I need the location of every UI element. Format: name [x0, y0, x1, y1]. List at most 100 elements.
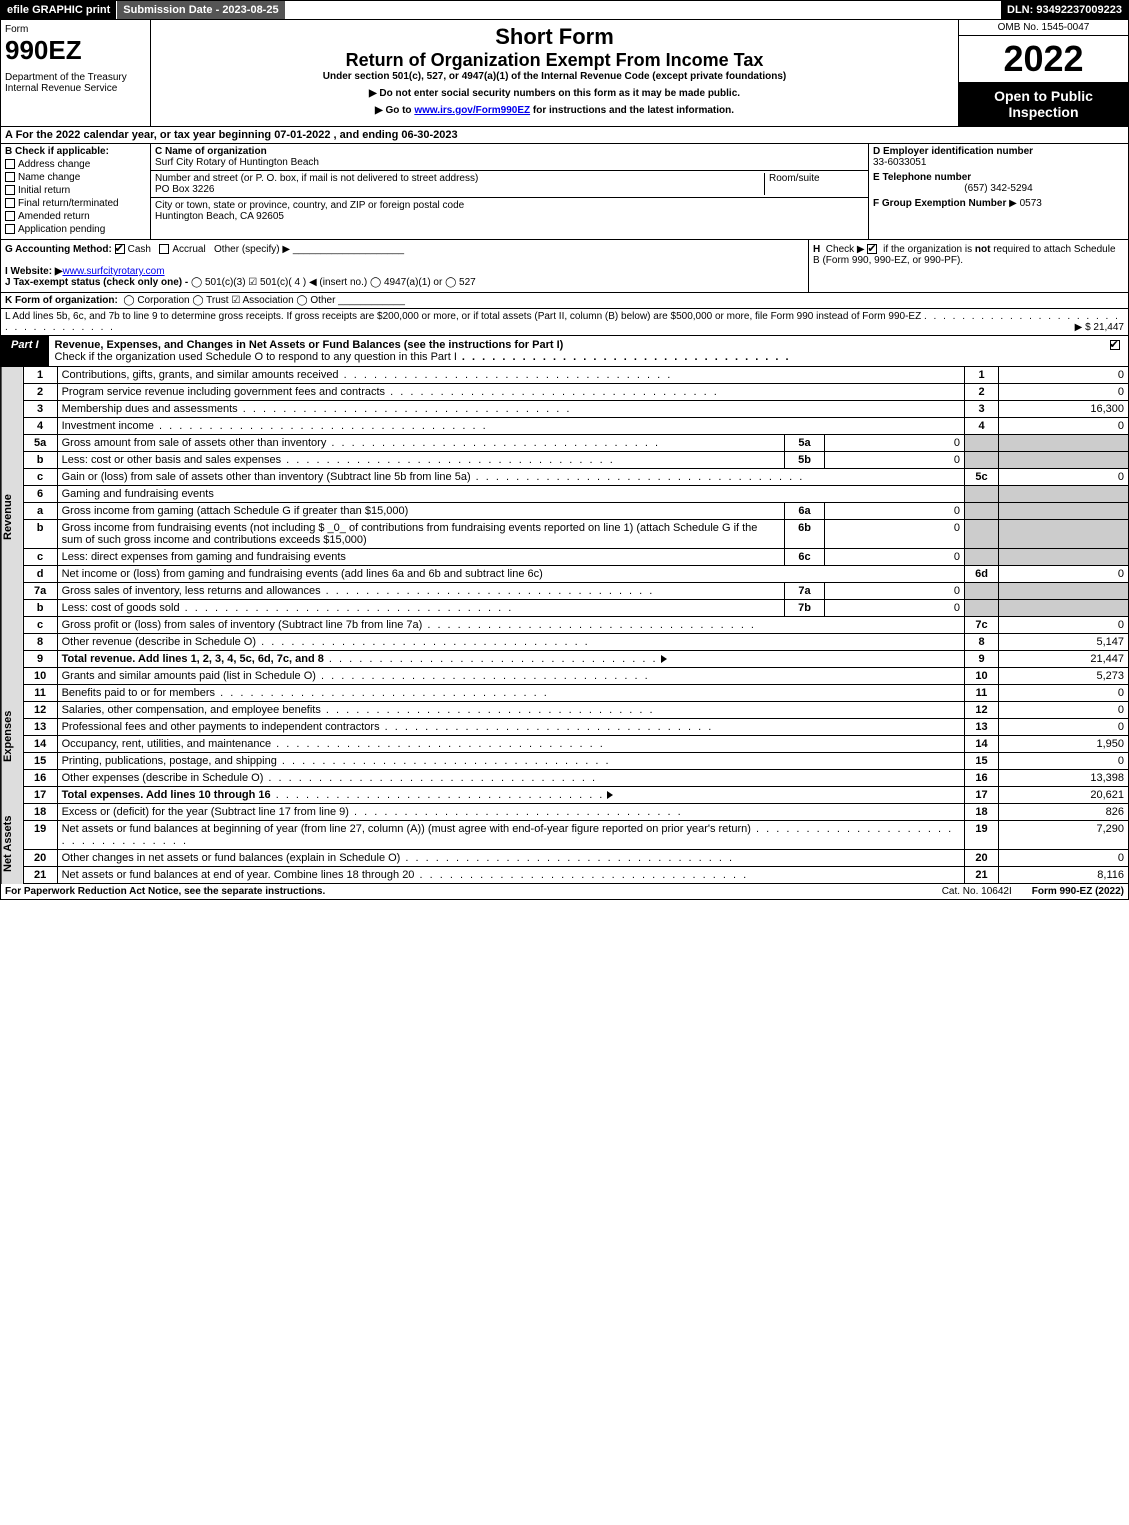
line-7b: bLess: cost of goods sold7b0 — [23, 600, 1128, 617]
line-16: 16Other expenses (describe in Schedule O… — [23, 770, 1128, 787]
e-row: E Telephone number (657) 342-5294 — [869, 170, 1128, 196]
l20-desc: Other changes in net assets or fund bala… — [62, 852, 401, 864]
irs-link[interactable]: www.irs.gov/Form990EZ — [414, 105, 530, 116]
org-name: Surf City Rotary of Huntington Beach — [155, 157, 864, 168]
header-mid: Short Form Return of Organization Exempt… — [151, 20, 958, 126]
l15-desc: Printing, publications, postage, and shi… — [62, 755, 277, 767]
line-a: A For the 2022 calendar year, or tax yea… — [0, 127, 1129, 144]
f-row: F Group Exemption Number ▶ 0573 — [869, 196, 1128, 211]
l18-desc: Excess or (deficit) for the year (Subtra… — [62, 806, 349, 818]
line-19: 19Net assets or fund balances at beginni… — [23, 821, 1128, 850]
top-bar: efile GRAPHIC print Submission Date - 20… — [0, 0, 1129, 20]
l4-desc: Investment income — [62, 420, 154, 432]
l2-desc: Program service revenue including govern… — [62, 386, 385, 398]
website-link[interactable]: www.surfcityrotary.com — [63, 266, 165, 277]
ssn-note: ▶ Do not enter social security numbers o… — [155, 88, 954, 99]
l-text: L Add lines 5b, 6c, and 7b to line 9 to … — [5, 311, 921, 322]
revenue-label: Revenue — [1, 367, 23, 668]
org-city: Huntington Beach, CA 92605 — [155, 211, 864, 222]
room-suite-label: Room/suite — [764, 173, 864, 195]
line-5b: bLess: cost or other basis and sales exp… — [23, 452, 1128, 469]
header-left: Form 990EZ Department of the Treasury In… — [1, 20, 151, 126]
line-7a: 7aGross sales of inventory, less returns… — [23, 583, 1128, 600]
form-word: Form — [5, 24, 146, 35]
chk-accrual[interactable] — [159, 244, 169, 254]
l3-desc: Membership dues and assessments — [62, 403, 238, 415]
d-row: D Employer identification number 33-6033… — [869, 144, 1128, 170]
line-3: 3Membership dues and assessments316,300 — [23, 401, 1128, 418]
footer-left: For Paperwork Reduction Act Notice, see … — [5, 886, 922, 897]
revenue-section: Revenue 1Contributions, gifts, grants, a… — [0, 367, 1129, 668]
l13-desc: Professional fees and other payments to … — [62, 721, 380, 733]
netassets-section: Net Assets 18Excess or (deficit) for the… — [0, 804, 1129, 884]
line-11: 11Benefits paid to or for members110 — [23, 685, 1128, 702]
l7c-desc: Gross profit or (loss) from sales of inv… — [62, 619, 423, 631]
l7b-desc: Less: cost of goods sold — [62, 602, 180, 614]
l8-desc: Other revenue (describe in Schedule O) — [62, 636, 256, 648]
row-gh: G Accounting Method: Cash Accrual Other … — [0, 240, 1129, 293]
arrow-icon — [661, 655, 667, 663]
g-label: G Accounting Method: — [5, 244, 112, 255]
part1-title: Revenue, Expenses, and Changes in Net As… — [49, 336, 1104, 366]
revenue-table: 1Contributions, gifts, grants, and simil… — [23, 367, 1129, 668]
footer-mid: Cat. No. 10642I — [922, 886, 1032, 897]
submission-date: Submission Date - 2023-08-25 — [116, 1, 284, 19]
c-name-row: C Name of organization Surf City Rotary … — [151, 144, 868, 171]
line-2: 2Program service revenue including gover… — [23, 384, 1128, 401]
line-6b: bGross income from fundraising events (n… — [23, 520, 1128, 549]
l1-desc: Contributions, gifts, grants, and simila… — [62, 369, 339, 381]
line-10: 10Grants and similar amounts paid (list … — [23, 668, 1128, 685]
g-other: Other (specify) ▶ — [214, 244, 290, 255]
c-street-row: Number and street (or P. O. box, if mail… — [151, 171, 868, 198]
line-5c: cGain or (loss) from sale of assets othe… — [23, 469, 1128, 486]
chk-initial-return[interactable]: Initial return — [5, 185, 146, 196]
i-label: I Website: ▶ — [5, 266, 63, 277]
chk-amended-return[interactable]: Amended return — [5, 211, 146, 222]
line-8: 8Other revenue (describe in Schedule O)8… — [23, 634, 1128, 651]
tax-year: 2022 — [959, 36, 1128, 82]
l14-desc: Occupancy, rent, utilities, and maintena… — [62, 738, 272, 750]
e-label: E Telephone number — [873, 172, 1124, 183]
expenses-section: Expenses 10Grants and similar amounts pa… — [0, 668, 1129, 804]
chk-sched-b[interactable] — [867, 244, 877, 254]
line-6c: cLess: direct expenses from gaming and f… — [23, 549, 1128, 566]
efile-label[interactable]: efile GRAPHIC print — [1, 1, 116, 19]
l11-desc: Benefits paid to or for members — [62, 687, 215, 699]
netassets-table: 18Excess or (deficit) for the year (Subt… — [23, 804, 1129, 884]
under-section: Under section 501(c), 527, or 4947(a)(1)… — [155, 71, 954, 82]
b-header: B Check if applicable: — [5, 146, 146, 157]
org-street: PO Box 3226 — [155, 184, 764, 195]
chk-application-pending[interactable]: Application pending — [5, 224, 146, 235]
l6d-desc: Net income or (loss) from gaming and fun… — [62, 568, 543, 580]
chk-name-change[interactable]: Name change — [5, 172, 146, 183]
c-street-label: Number and street (or P. O. box, if mail… — [155, 173, 764, 184]
b-item-3: Final return/terminated — [18, 198, 119, 209]
dept-label: Department of the Treasury Internal Reve… — [5, 72, 146, 94]
k-text: ◯ Corporation ◯ Trust ☑ Association ◯ Ot… — [123, 295, 335, 306]
chk-cash[interactable] — [115, 244, 125, 254]
line-18: 18Excess or (deficit) for the year (Subt… — [23, 804, 1128, 821]
page-footer: For Paperwork Reduction Act Notice, see … — [0, 884, 1129, 900]
l6a-desc: Gross income from gaming (attach Schedul… — [62, 505, 409, 517]
line-14: 14Occupancy, rent, utilities, and mainte… — [23, 736, 1128, 753]
arrow-icon — [607, 791, 613, 799]
block-bcdef: B Check if applicable: Address change Na… — [0, 144, 1129, 240]
line-21: 21Net assets or fund balances at end of … — [23, 867, 1128, 884]
j-text: ◯ 501(c)(3) ☑ 501(c)( 4 ) ◀ (insert no.)… — [191, 277, 476, 288]
part1-checkbox[interactable] — [1104, 336, 1128, 366]
chk-final-return[interactable]: Final return/terminated — [5, 198, 146, 209]
l9-desc: Total revenue. Add lines 1, 2, 3, 4, 5c,… — [62, 653, 324, 665]
line-15: 15Printing, publications, postage, and s… — [23, 753, 1128, 770]
topbar-spacer — [285, 1, 1001, 19]
short-form-title: Short Form — [155, 24, 954, 50]
g-accrual: Accrual — [172, 244, 205, 255]
line-5a: 5aGross amount from sale of assets other… — [23, 435, 1128, 452]
l5c-desc: Gain or (loss) from sale of assets other… — [62, 471, 471, 483]
group-exemption-value: ▶ 0573 — [1009, 198, 1042, 209]
l12-desc: Salaries, other compensation, and employ… — [62, 704, 321, 716]
ein-value: 33-6033051 — [873, 157, 1124, 168]
chk-address-change[interactable]: Address change — [5, 159, 146, 170]
l6b-desc: Gross income from fundraising events (no… — [62, 522, 758, 546]
line-6: 6Gaming and fundraising events — [23, 486, 1128, 503]
header-right: OMB No. 1545-0047 2022 Open to Public In… — [958, 20, 1128, 126]
